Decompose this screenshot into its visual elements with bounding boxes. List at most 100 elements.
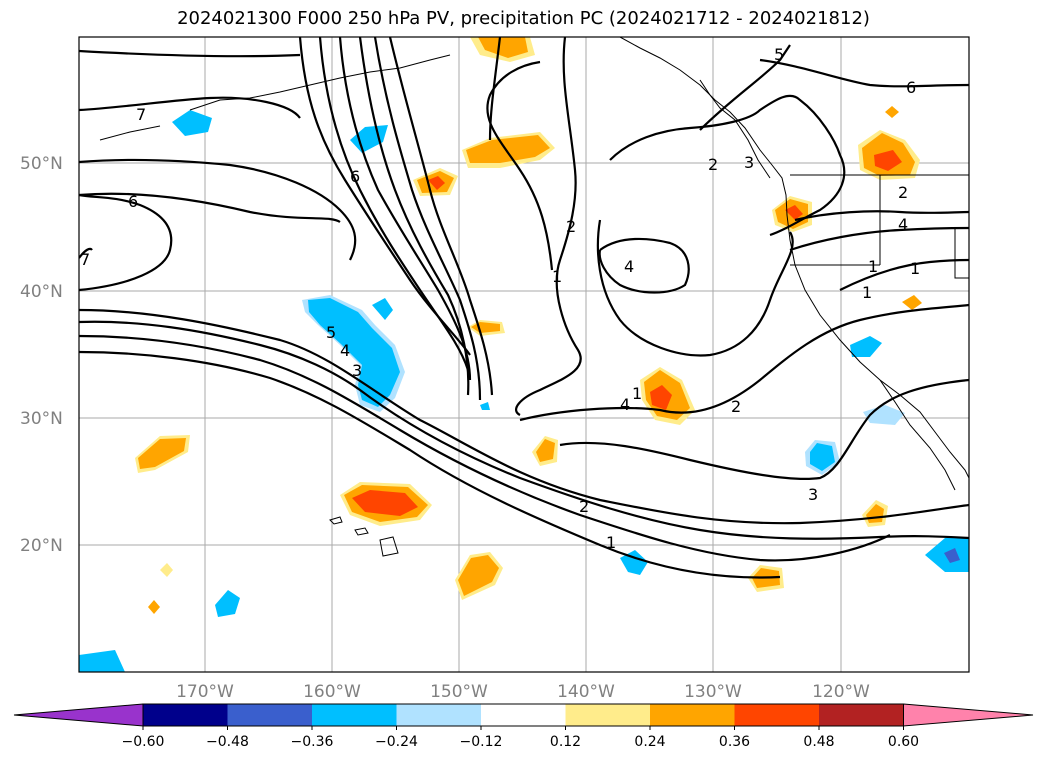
colorbar-tick-label: −0.36 xyxy=(291,734,334,750)
pv-contour xyxy=(373,37,482,401)
pv-contour xyxy=(79,49,301,58)
pv-contour xyxy=(486,60,554,271)
colorbar-segment xyxy=(565,704,651,726)
pv-contour-label: 2 xyxy=(898,183,908,202)
pv-contour xyxy=(79,320,969,540)
pv-contour-label: 2 xyxy=(579,497,589,516)
pv-contour-label: 6 xyxy=(906,78,916,97)
coastline-island xyxy=(329,516,343,525)
pv-contour xyxy=(759,58,969,88)
pv-contour xyxy=(79,334,891,562)
pv-contour xyxy=(358,37,470,396)
pv-contour xyxy=(519,303,969,422)
pv-contour xyxy=(79,247,93,259)
precip-blob xyxy=(874,150,902,171)
colorbar-segment xyxy=(143,704,228,726)
map-frame xyxy=(78,36,970,673)
precip-blob xyxy=(536,439,555,462)
precip-blob xyxy=(352,490,418,516)
precip-blob xyxy=(350,125,388,153)
precip-blob xyxy=(372,298,393,320)
colorbar-tick-label: −0.24 xyxy=(375,734,418,750)
pv-contour xyxy=(596,219,794,357)
colorbar-segment xyxy=(396,704,482,726)
pv-contour xyxy=(789,226,969,252)
pv-contour-label: 1 xyxy=(552,267,562,286)
colorbar-tick-label: −0.60 xyxy=(122,734,165,750)
pv-contour xyxy=(609,94,846,237)
pv-contour-label: 6 xyxy=(350,167,360,186)
pv-contour-label: 7 xyxy=(80,250,90,269)
pv-contour xyxy=(79,308,969,525)
precip-blob xyxy=(850,336,882,357)
precip-blob xyxy=(810,443,835,471)
colorbar-extend-max xyxy=(903,703,1034,727)
map-title: 2024021300 F000 250 hPa PV, precipitatio… xyxy=(177,8,870,29)
precip-blob xyxy=(458,555,499,596)
lon-label: 150°W xyxy=(430,682,488,702)
precip-blob xyxy=(650,385,672,410)
lat-label: 20°N xyxy=(20,536,63,556)
colorbar-tick-label: 0.24 xyxy=(634,734,665,750)
colorbar-tick-label: −0.48 xyxy=(206,734,249,750)
colorbar-segment xyxy=(734,704,820,726)
pv-contour xyxy=(794,210,969,222)
precip-blob xyxy=(480,402,490,410)
pv-contour xyxy=(79,350,781,579)
lat-labels: 50°N 40°N 30°N 20°N xyxy=(20,154,63,556)
lat-label: 50°N xyxy=(20,154,63,174)
pv-contour-label: 4 xyxy=(624,257,634,276)
pv-contour xyxy=(318,37,470,371)
pv-contour-label: 2 xyxy=(566,217,576,236)
pv-contour-label: 1 xyxy=(862,283,872,302)
coastline-aleutians-2 xyxy=(99,125,161,141)
colorbar-segment xyxy=(481,704,566,726)
precip-blob xyxy=(466,135,550,163)
coastline-island xyxy=(354,527,369,536)
coastline-bc xyxy=(699,79,771,179)
pv-contour xyxy=(488,37,502,141)
pv-contour-label: 6 xyxy=(128,192,138,211)
precip-blob xyxy=(863,405,905,425)
precip-blob xyxy=(215,590,240,617)
pv-contour-label: 3 xyxy=(744,153,754,172)
pv-contour xyxy=(79,192,341,223)
colorbar-tick-label: 0.12 xyxy=(550,734,581,750)
colorbar-segment xyxy=(650,704,735,726)
precip-anomaly-fill xyxy=(79,37,969,672)
lon-label: 120°W xyxy=(812,682,870,702)
pv-contour-label: 1 xyxy=(632,384,642,403)
pv-contour-labels: 7 6 6 5 4 3 2 1 5 4 3 2 1 1 2 2 3 1 6 4 … xyxy=(80,45,920,552)
colorbar-outline xyxy=(142,703,904,727)
pv-contour-label: 1 xyxy=(910,259,920,278)
pv-contour xyxy=(388,37,494,396)
precip-blob xyxy=(885,106,899,118)
precip-blob xyxy=(478,37,528,58)
precip-blob xyxy=(944,548,960,563)
pv-contour-label: 3 xyxy=(352,361,362,380)
colorbar-tick-label: 0.36 xyxy=(719,734,750,750)
colorbar-tick-label: 0.60 xyxy=(888,734,919,750)
precip-blob xyxy=(428,176,445,190)
pv-contours xyxy=(79,37,969,579)
colorbar-tick-label: 0.48 xyxy=(803,734,834,750)
lat-label: 30°N xyxy=(20,409,63,429)
lon-labels: 170°W 160°W 150°W 140°W 130°W 120°W xyxy=(176,682,870,702)
pv-contour xyxy=(79,158,357,261)
pv-contour xyxy=(515,37,582,416)
colorbar-segment xyxy=(227,704,313,726)
colorbar-extend-min xyxy=(13,703,144,727)
precip-blob xyxy=(138,438,186,469)
lon-label: 140°W xyxy=(557,682,615,702)
precip-blob xyxy=(172,110,212,136)
pv-contour-label: 2 xyxy=(731,397,741,416)
precip-blob xyxy=(902,295,922,310)
pv-contour-label: 1 xyxy=(868,257,878,276)
pv-contour xyxy=(559,378,969,480)
map-panel xyxy=(79,37,969,672)
colorbar-tick-label: −0.12 xyxy=(460,734,503,750)
pv-contour-label: 2 xyxy=(708,155,718,174)
pv-contour-label: 5 xyxy=(326,323,336,342)
pv-contour-label: 1 xyxy=(606,533,616,552)
precip-blob xyxy=(785,205,803,220)
